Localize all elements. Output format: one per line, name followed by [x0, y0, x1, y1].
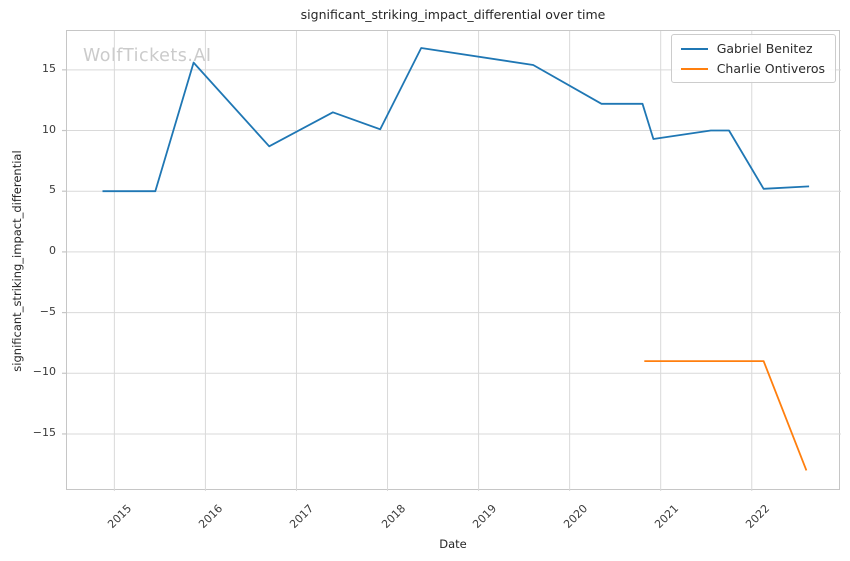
series-line-charlie-ontiveros — [644, 360, 808, 471]
y-tick-label: 15 — [42, 61, 56, 75]
chart-title: significant_striking_impact_differential… — [300, 7, 606, 22]
y-tick-label: −5 — [39, 304, 56, 318]
legend-label: Charlie Ontiveros — [716, 61, 825, 76]
y-tick-label: 10 — [42, 122, 56, 136]
legend-line-icon-blue — [680, 47, 708, 50]
legend-line-icon-orange — [680, 67, 708, 70]
legend-item-gabriel-benitez: Gabriel Benitez — [680, 41, 825, 56]
y-tick-label: −10 — [32, 365, 56, 379]
legend: Gabriel Benitez Charlie Ontiveros — [670, 34, 836, 83]
series-line-gabriel-benitez — [102, 47, 810, 193]
y-tick-label: 0 — [49, 243, 56, 257]
y-axis-label: significant_striking_impact_differential — [10, 150, 24, 372]
y-tick-label: −15 — [32, 425, 56, 439]
x-axis-label: Date — [439, 537, 467, 551]
plot-area: WolfTickets.AI Gabriel Benitez Charlie O… — [62, 30, 841, 491]
plot-canvas — [62, 31, 841, 491]
legend-item-charlie-ontiveros: Charlie Ontiveros — [680, 61, 825, 76]
legend-label: Gabriel Benitez — [716, 41, 813, 56]
y-tick-label: 5 — [49, 183, 56, 197]
